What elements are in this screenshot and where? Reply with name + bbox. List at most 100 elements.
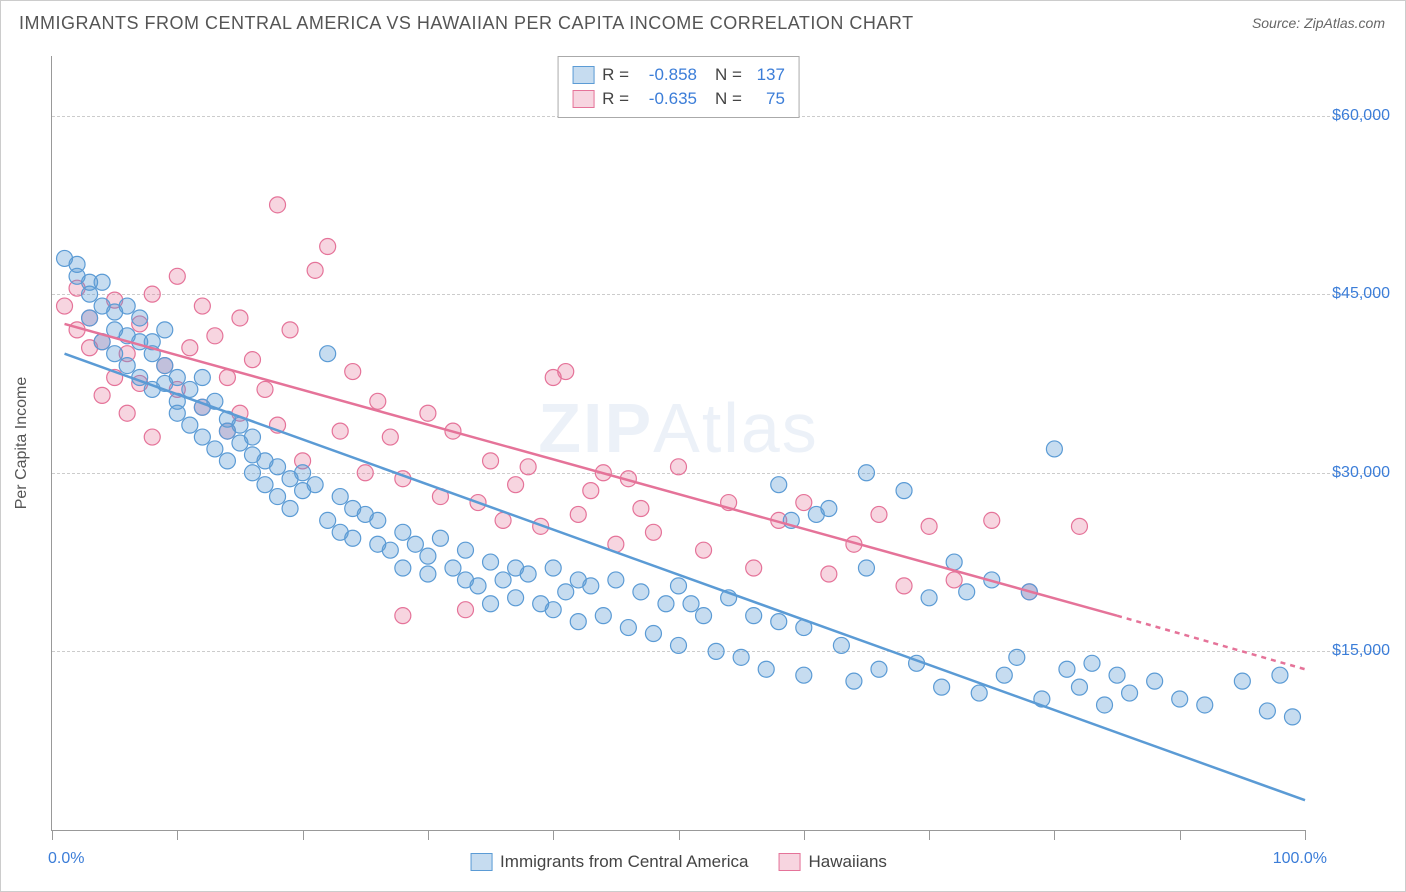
data-point [257,477,273,493]
data-point [395,560,411,576]
data-point [570,614,586,630]
correlation-chart: IMMIGRANTS FROM CENTRAL AMERICA VS HAWAI… [0,0,1406,892]
data-point [683,596,699,612]
data-point [508,477,524,493]
data-point [1071,679,1087,695]
data-point [871,661,887,677]
data-point [645,524,661,540]
data-point [520,459,536,475]
data-point [382,542,398,558]
x-tick [52,830,53,840]
data-point [270,489,286,505]
data-point [320,239,336,255]
data-point [420,548,436,564]
data-point [182,417,198,433]
data-point [94,274,110,290]
data-point [282,500,298,516]
data-point [671,637,687,653]
legend-item-1: Immigrants from Central America [470,852,748,872]
data-point [194,370,210,386]
trend-line [65,324,1118,616]
data-point [144,286,160,302]
data-point [69,256,85,272]
data-point [445,560,461,576]
data-point [345,530,361,546]
data-point [483,596,499,612]
data-point [495,572,511,588]
data-point [934,679,950,695]
data-point [633,500,649,516]
data-point [457,542,473,558]
data-point [182,381,198,397]
data-point [432,530,448,546]
swatch-series-1-bottom [470,853,492,871]
data-point [1259,703,1275,719]
data-point [219,453,235,469]
data-point [1147,673,1163,689]
plot-area: $15,000$30,000$45,000$60,000 0.0% 100.0%… [51,56,1305,831]
data-point [370,393,386,409]
data-point [169,370,185,386]
data-point [620,620,636,636]
data-point [558,364,574,380]
swatch-series-2-bottom [779,853,801,871]
data-point [1272,667,1288,683]
data-point [858,465,874,481]
x-tick [1305,830,1306,840]
data-point [996,667,1012,683]
legend-item-2: Hawaiians [779,852,887,872]
y-tick-label: $60,000 [1332,107,1390,125]
data-point [157,358,173,374]
data-point [244,429,260,445]
legend-label-1: Immigrants from Central America [500,852,748,872]
data-point [1172,691,1188,707]
x-tick [1180,830,1181,840]
data-point [119,358,135,374]
data-point [420,566,436,582]
data-point [119,405,135,421]
y-tick-label: $45,000 [1332,285,1390,303]
data-point [332,423,348,439]
data-point [545,602,561,618]
data-point [921,590,937,606]
data-point [345,364,361,380]
scatter-svg [52,56,1305,830]
data-point [733,649,749,665]
data-point [1084,655,1100,671]
data-point [746,560,762,576]
data-point [858,560,874,576]
data-point [207,328,223,344]
chart-title: IMMIGRANTS FROM CENTRAL AMERICA VS HAWAI… [19,13,914,34]
data-point [420,405,436,421]
data-point [821,566,837,582]
data-point [207,441,223,457]
data-point [182,340,198,356]
series-legend: Immigrants from Central America Hawaiian… [470,852,887,872]
data-point [1109,667,1125,683]
data-point [1071,518,1087,534]
data-point [896,578,912,594]
data-point [232,310,248,326]
data-point [132,310,148,326]
data-point [457,602,473,618]
data-point [1197,697,1213,713]
data-point [1284,709,1300,725]
data-point [758,661,774,677]
data-point [671,459,687,475]
x-tick [428,830,429,840]
data-point [270,459,286,475]
data-point [320,512,336,528]
data-point [595,608,611,624]
data-point [833,637,849,653]
data-point [119,298,135,314]
x-tick [804,830,805,840]
data-point [520,566,536,582]
data-point [370,512,386,528]
data-point [921,518,937,534]
data-point [407,536,423,552]
data-point [144,429,160,445]
data-point [971,685,987,701]
data-point [357,465,373,481]
data-point [1059,661,1075,677]
data-point [508,590,524,606]
